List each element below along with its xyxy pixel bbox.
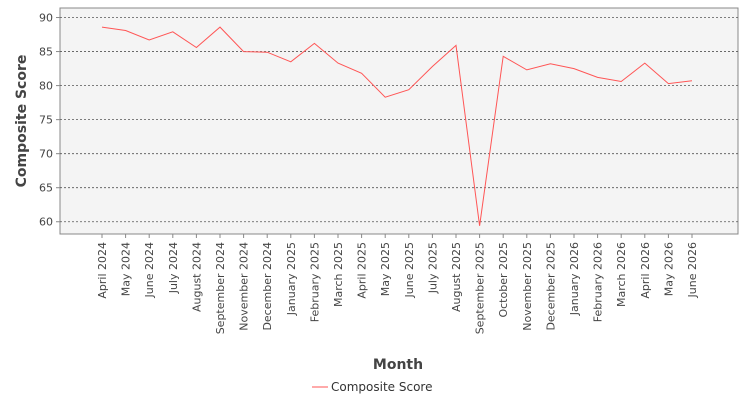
data-point bbox=[171, 30, 174, 33]
y-axis: 60 65 70 75 80 85 90 bbox=[39, 12, 60, 229]
x-tick-label: April 2025 bbox=[356, 242, 369, 299]
legend-label: Composite Score bbox=[331, 380, 432, 394]
y-tick-label: 75 bbox=[39, 114, 53, 127]
data-point bbox=[431, 65, 434, 68]
grid-lines bbox=[60, 17, 738, 223]
data-point bbox=[667, 82, 670, 85]
data-point bbox=[478, 224, 481, 227]
x-axis: April 2024 May 2024 June 2024 July 2024 Augu… bbox=[96, 234, 699, 334]
data-point bbox=[101, 26, 104, 29]
plot-area bbox=[59, 7, 739, 235]
y-axis-title: Composite Score bbox=[14, 55, 30, 188]
data-point bbox=[313, 42, 316, 45]
data-point bbox=[242, 50, 245, 53]
x-tick-label: May 2026 bbox=[662, 242, 675, 296]
x-tick-label: August 2025 bbox=[450, 242, 463, 312]
x-axis-title: Month bbox=[373, 357, 423, 373]
data-point bbox=[266, 51, 269, 54]
x-tick-label: April 2024 bbox=[96, 242, 109, 299]
data-point bbox=[549, 62, 552, 65]
data-point bbox=[360, 72, 363, 75]
x-tick-label: June 2024 bbox=[143, 242, 156, 298]
data-point bbox=[337, 62, 340, 65]
series-line bbox=[101, 26, 693, 226]
x-tick-label: November 2025 bbox=[521, 242, 534, 331]
x-tick-label: September 2024 bbox=[214, 242, 227, 334]
data-point bbox=[195, 46, 198, 49]
x-tick-label: March 2026 bbox=[615, 242, 628, 307]
data-point bbox=[455, 44, 458, 47]
data-point bbox=[643, 62, 646, 65]
x-tick-label: March 2025 bbox=[332, 242, 345, 307]
y-tick-label: 80 bbox=[39, 80, 53, 93]
data-point bbox=[573, 67, 576, 70]
y-tick-label: 90 bbox=[39, 12, 53, 25]
x-tick-label: January 2025 bbox=[285, 242, 298, 316]
y-tick-label: 60 bbox=[39, 216, 53, 229]
x-tick-label: November 2024 bbox=[238, 242, 251, 331]
x-tick-label: May 2024 bbox=[120, 242, 133, 296]
data-point bbox=[525, 68, 528, 71]
x-tick-label: December 2024 bbox=[261, 242, 274, 331]
x-tick-label: April 2026 bbox=[639, 242, 652, 299]
data-point bbox=[124, 29, 127, 32]
y-tick-label: 65 bbox=[39, 182, 53, 195]
x-tick-label: February 2026 bbox=[592, 242, 605, 322]
x-tick-label: July 2025 bbox=[426, 242, 439, 294]
series-layer bbox=[101, 26, 694, 227]
data-point bbox=[407, 88, 410, 91]
x-tick-label: August 2024 bbox=[190, 242, 203, 312]
x-tick-label: September 2025 bbox=[474, 242, 487, 334]
x-tick-label: May 2025 bbox=[379, 242, 392, 296]
legend: Composite Score bbox=[312, 380, 432, 394]
data-point bbox=[596, 76, 599, 79]
data-point bbox=[148, 38, 151, 41]
data-point bbox=[620, 80, 623, 83]
x-tick-label: December 2025 bbox=[544, 242, 557, 331]
x-tick-label: February 2025 bbox=[308, 242, 321, 322]
data-point bbox=[384, 96, 387, 99]
x-tick-label: October 2025 bbox=[497, 242, 510, 318]
x-tick-label: June 2026 bbox=[686, 242, 699, 298]
x-tick-label: June 2025 bbox=[403, 242, 416, 298]
data-point bbox=[289, 60, 292, 63]
data-point bbox=[691, 79, 694, 82]
y-tick-label: 70 bbox=[39, 148, 53, 161]
data-point bbox=[219, 26, 222, 29]
x-tick-label: January 2026 bbox=[568, 242, 581, 316]
y-tick-label: 85 bbox=[39, 46, 53, 59]
x-tick-label: July 2024 bbox=[167, 242, 180, 294]
data-point bbox=[502, 55, 505, 58]
